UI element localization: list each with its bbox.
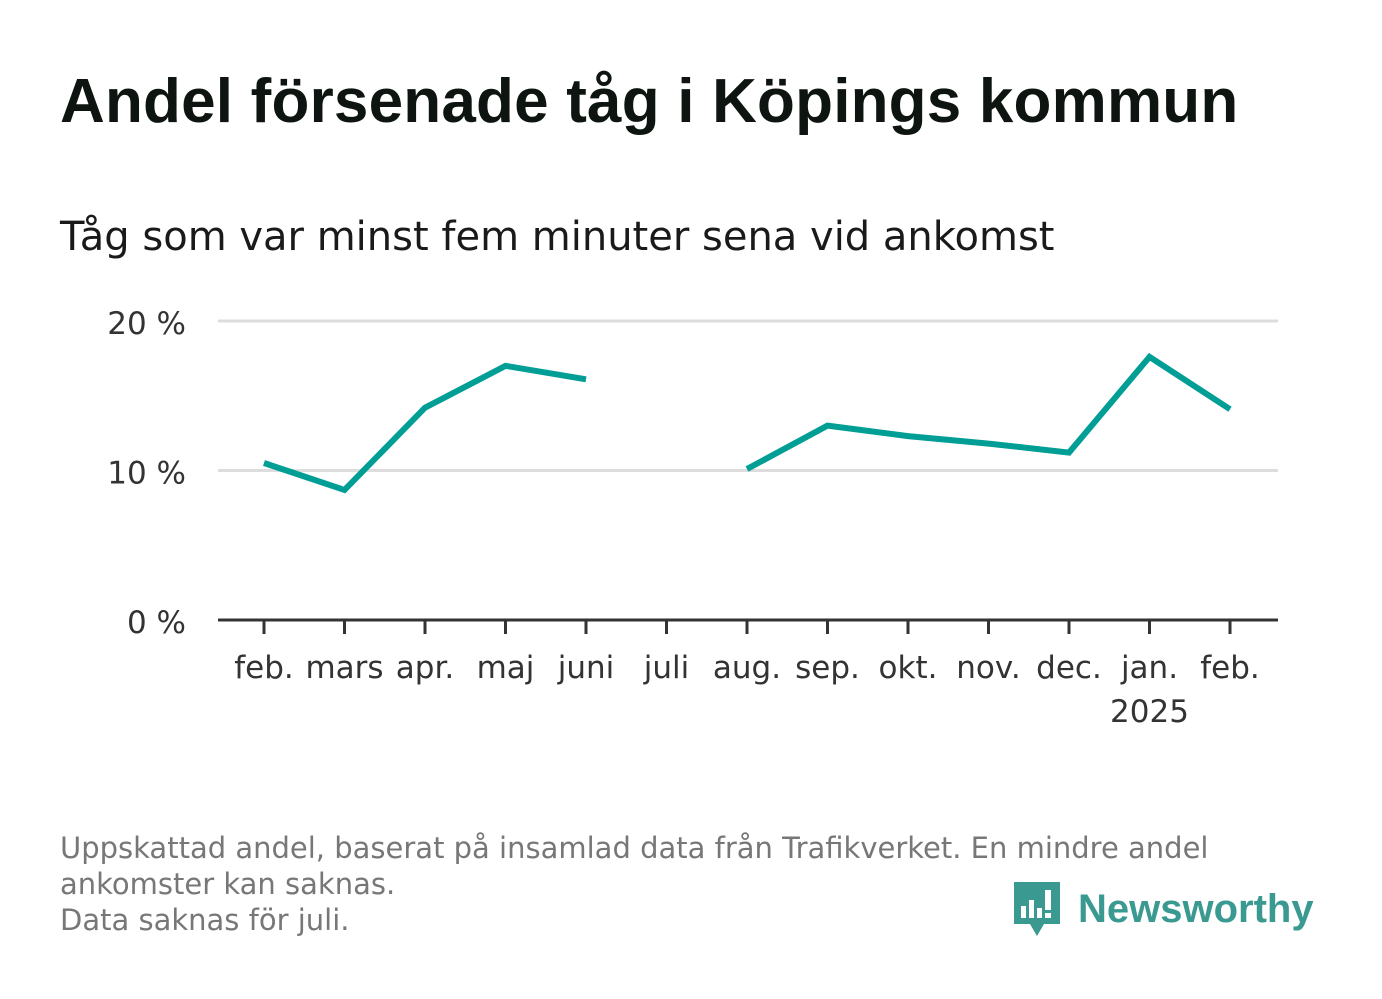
y-tick-label: 20 % — [107, 306, 186, 342]
x-tick-label: juli — [643, 650, 690, 686]
x-tick-label: okt. — [879, 650, 938, 686]
y-axis-tick-labels: 0 % 10 % 20 % — [107, 306, 186, 641]
x-tick-label: feb. — [1200, 650, 1260, 686]
x-tick-label: aug. — [713, 650, 781, 686]
x-tick-label: maj — [477, 650, 535, 686]
footnote-line-2: ankomster kan saknas. — [60, 867, 396, 901]
x-axis-ticks: feb. mars apr. maj juni juli aug. sep. okt. nov. d… — [234, 620, 1260, 730]
brand-logo: Newsworthy — [1010, 878, 1314, 940]
x-tick-label: nov. — [956, 650, 1020, 686]
x-tick-sublabel: 2025 — [1110, 694, 1189, 730]
x-tick-label: dec. — [1036, 650, 1102, 686]
x-tick-label: jan. — [1120, 650, 1178, 686]
x-tick-label: apr. — [396, 650, 454, 686]
footnote-line-3: Data saknas för juli. — [60, 903, 350, 937]
brand-name: Newsworthy — [1078, 886, 1314, 931]
x-tick-label: sep. — [795, 650, 860, 686]
x-tick-label: mars — [305, 650, 383, 686]
footnote: Uppskattad andel, baserat på insamlad da… — [60, 830, 1320, 938]
series-lines — [263, 352, 1232, 494]
x-tick-label: juni — [557, 650, 615, 686]
series-line-segment-1 — [263, 362, 587, 494]
y-tick-label: 0 % — [127, 605, 186, 641]
chart-subtitle: Tåg som var minst fem minuter sena vid a… — [60, 214, 1055, 260]
series-line-segment-2 — [745, 352, 1232, 472]
newsworthy-logo-icon — [1014, 882, 1060, 936]
footnote-line-1: Uppskattad andel, baserat på insamlad da… — [60, 831, 1209, 865]
x-tick-label: feb. — [234, 650, 294, 686]
y-tick-label: 10 % — [107, 456, 186, 492]
chart-title: Andel försenade tåg i Köpings kommun — [60, 67, 1239, 136]
